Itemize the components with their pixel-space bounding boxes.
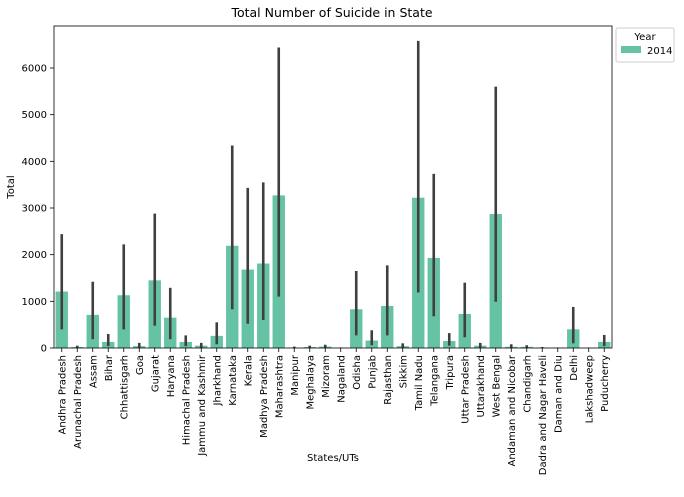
x-tick-label: Uttar Pradesh — [460, 355, 471, 424]
legend: Year 2014 — [615, 27, 675, 63]
x-tick-label: Jharkhand — [212, 355, 223, 406]
x-tick-label: Chandigarh — [522, 355, 533, 413]
x-tick-label: Andhra Pradesh — [57, 355, 68, 434]
x-tick-label: Kerala — [243, 355, 254, 386]
x-tick-label: Manipur — [290, 354, 301, 396]
x-tick-label: Rajasthan — [383, 355, 394, 405]
y-tick-label: 0 — [41, 344, 47, 355]
x-tick-label: Mizoram — [321, 355, 332, 398]
legend-box — [615, 27, 675, 63]
y-tick-label: 6000 — [22, 64, 47, 75]
x-tick-label: Lakshadweep — [584, 355, 595, 423]
x-axis: Andhra Pradesh Arunachal Pradesh Assam Biha… — [57, 348, 611, 475]
x-tick-label: Uttarakhand — [476, 355, 487, 417]
x-tick-label: Nagaland — [336, 355, 347, 403]
x-tick-label: Goa — [135, 355, 146, 375]
x-tick-label: Madhya Pradesh — [259, 355, 270, 438]
x-tick-label: Karnataka — [228, 355, 239, 406]
x-tick-label: Bihar — [104, 354, 115, 381]
y-tick-label: 3000 — [22, 204, 47, 215]
x-tick-label: Delhi — [569, 355, 580, 381]
x-tick-label: Andaman and Nicobar — [507, 354, 518, 466]
x-tick-label: Puducherry — [600, 355, 611, 412]
x-tick-label: Meghalaya — [305, 355, 316, 410]
x-tick-label: Tamil Nadu — [414, 355, 425, 411]
x-axis-label: States/UTs — [307, 453, 359, 464]
x-tick-label: Telangana — [429, 355, 440, 407]
x-tick-label: Dadra and Nagar Haveli — [538, 355, 549, 475]
x-tick-label: Sikkim — [398, 355, 409, 388]
x-tick-label: Arunachal Pradesh — [73, 355, 84, 449]
y-tick-label: 1000 — [22, 297, 47, 308]
x-tick-label: Gujarat — [150, 355, 161, 392]
y-axis: 0 1000 2000 3000 4000 5000 6000 — [22, 64, 54, 355]
x-tick-label: Punjab — [367, 355, 378, 389]
x-tick-label: Haryana — [166, 355, 177, 397]
x-tick-label: Daman and Diu — [553, 355, 564, 433]
x-tick-label: Assam — [88, 355, 99, 388]
x-tick-label: Chhattisgarh — [119, 355, 130, 419]
x-tick-label: Himachal Pradesh — [181, 355, 192, 445]
legend-swatch — [621, 46, 641, 53]
x-tick-label: Jammu and Kashmir — [197, 354, 208, 457]
x-tick-label: West Bengal — [491, 355, 502, 417]
legend-label: 2014 — [647, 46, 672, 57]
x-tick-label: Maharashtra — [274, 355, 285, 418]
legend-title: Year — [633, 32, 656, 43]
y-axis-label: Total — [6, 175, 17, 199]
error-bars-group — [60, 40, 606, 348]
chart-title: Total Number of Suicide in State — [230, 5, 432, 20]
x-tick-label: Tripura — [445, 355, 456, 390]
plot-frame — [53, 25, 613, 349]
x-tick-label: Odisha — [352, 355, 363, 390]
y-tick-label: 4000 — [22, 157, 47, 168]
y-tick-label: 2000 — [22, 250, 47, 261]
y-tick-label: 5000 — [22, 110, 47, 121]
